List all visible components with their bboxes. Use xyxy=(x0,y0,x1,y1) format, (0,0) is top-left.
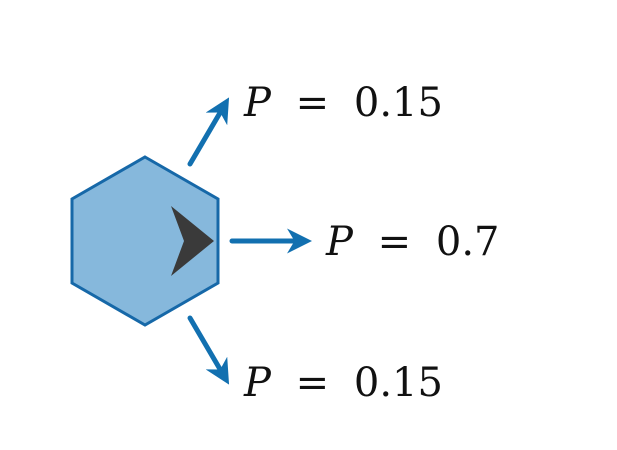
equals-sign: = xyxy=(378,219,412,265)
probability-label-up: P = 0.15 xyxy=(243,80,443,126)
equals-sign: = xyxy=(296,360,330,406)
probability-value: 0.15 xyxy=(354,360,443,406)
probability-value: 0.7 xyxy=(436,219,500,265)
hexagon-cell xyxy=(70,155,220,327)
probability-variable: P xyxy=(243,80,272,126)
probability-variable: P xyxy=(243,360,272,406)
probability-variable: P xyxy=(325,219,354,265)
chevron-right-icon xyxy=(171,206,214,276)
probability-value: 0.15 xyxy=(354,80,443,126)
probability-label-down: P = 0.15 xyxy=(243,360,443,406)
arrow-up-right xyxy=(187,97,230,167)
equals-sign: = xyxy=(296,80,330,126)
probability-label-right: P = 0.7 xyxy=(325,219,500,265)
arrow-down-right xyxy=(187,315,230,385)
